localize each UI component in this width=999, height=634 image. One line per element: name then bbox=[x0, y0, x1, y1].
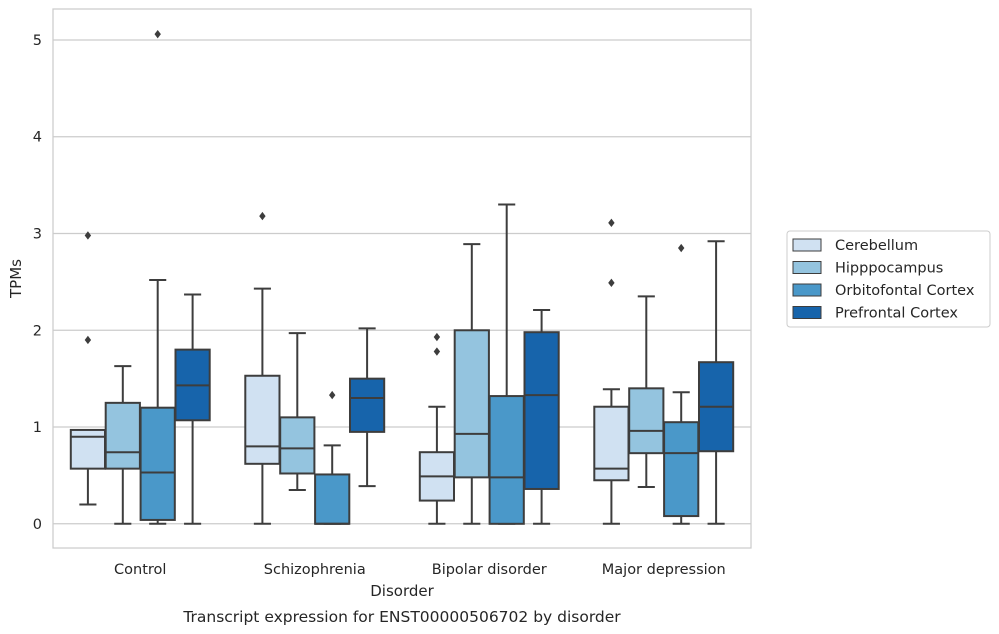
box-iqr bbox=[523, 331, 560, 490]
x-tick-label: Bipolar disorder bbox=[432, 562, 547, 578]
box bbox=[453, 243, 490, 525]
y-tick-label: 3 bbox=[33, 227, 42, 243]
legend-swatch bbox=[792, 283, 822, 297]
y-tick-label: 4 bbox=[33, 130, 42, 146]
legend-swatch bbox=[792, 306, 822, 319]
legend-item: Cerebellum bbox=[792, 238, 918, 254]
x-tick-label: Control bbox=[114, 562, 166, 578]
box bbox=[244, 211, 281, 525]
x-tick-labels: Control Schizophrenia Bipolar disorder Majo… bbox=[114, 562, 726, 578]
legend-item: Hipppocampus bbox=[792, 261, 943, 277]
box bbox=[279, 332, 316, 491]
outlier-marker bbox=[84, 231, 92, 240]
outlier-marker bbox=[259, 211, 266, 221]
legend-label: Cerebellum bbox=[835, 238, 918, 254]
box-iqr bbox=[279, 416, 316, 475]
outlier-marker bbox=[433, 332, 441, 342]
y-tick-label: 1 bbox=[33, 420, 42, 436]
box bbox=[523, 308, 560, 525]
y-tick-label: 5 bbox=[33, 33, 42, 49]
y-tick-labels: 0 1 2 3 4 5 bbox=[33, 33, 42, 533]
box bbox=[488, 203, 525, 525]
box-iqr bbox=[488, 395, 525, 525]
box-iqr bbox=[244, 374, 281, 465]
outlier-marker bbox=[329, 390, 336, 400]
x-tick-label: Schizophrenia bbox=[264, 562, 366, 578]
box bbox=[174, 293, 211, 525]
outlier-marker bbox=[433, 347, 441, 356]
box-iqr bbox=[348, 377, 386, 433]
legend-item: Orbitofontal Cortex bbox=[792, 283, 975, 299]
legend-frame bbox=[786, 230, 991, 328]
box bbox=[418, 332, 456, 525]
box bbox=[104, 365, 141, 525]
legend-label: Orbitofontal Cortex bbox=[835, 283, 975, 299]
series-orbitofontal-cortex bbox=[139, 29, 700, 525]
y-axis-label: TPMs bbox=[7, 259, 25, 299]
box bbox=[348, 327, 386, 488]
legend-swatch bbox=[792, 238, 822, 252]
box bbox=[593, 218, 630, 525]
y-tick-label: 0 bbox=[33, 517, 42, 533]
y-tick-label: 2 bbox=[33, 323, 42, 339]
x-axis-label: Disorder bbox=[370, 582, 434, 600]
box bbox=[69, 231, 107, 506]
box-series-group bbox=[69, 29, 735, 525]
outlier-marker bbox=[608, 218, 615, 228]
box-iqr bbox=[453, 329, 490, 479]
box bbox=[314, 390, 351, 525]
box bbox=[139, 29, 176, 525]
series-prefrontal-cortex bbox=[174, 240, 735, 525]
legend-swatch bbox=[792, 261, 822, 274]
legend-label: Prefrontal Cortex bbox=[835, 306, 958, 322]
outlier-marker bbox=[608, 278, 615, 288]
outlier-marker bbox=[678, 243, 685, 253]
box-iqr bbox=[628, 387, 665, 455]
chart-caption: Transcript expression for ENST0000050670… bbox=[182, 608, 621, 626]
box bbox=[663, 243, 700, 525]
legend-label: Hipppocampus bbox=[835, 261, 943, 277]
outlier-marker bbox=[84, 335, 92, 345]
box-iqr bbox=[139, 406, 176, 521]
box bbox=[628, 295, 665, 489]
box-iqr bbox=[314, 473, 351, 525]
legend: Cerebellum Hipppocampus Orbitofontal Corte… bbox=[786, 230, 991, 328]
series-hipppocampus bbox=[104, 243, 665, 525]
legend-item: Prefrontal Cortex bbox=[792, 306, 958, 322]
x-tick-label: Major depression bbox=[602, 562, 726, 578]
box bbox=[697, 240, 735, 525]
plot-frame bbox=[52, 8, 752, 549]
box-iqr bbox=[663, 421, 700, 518]
outlier-marker bbox=[154, 29, 161, 39]
box-iqr bbox=[104, 401, 141, 470]
